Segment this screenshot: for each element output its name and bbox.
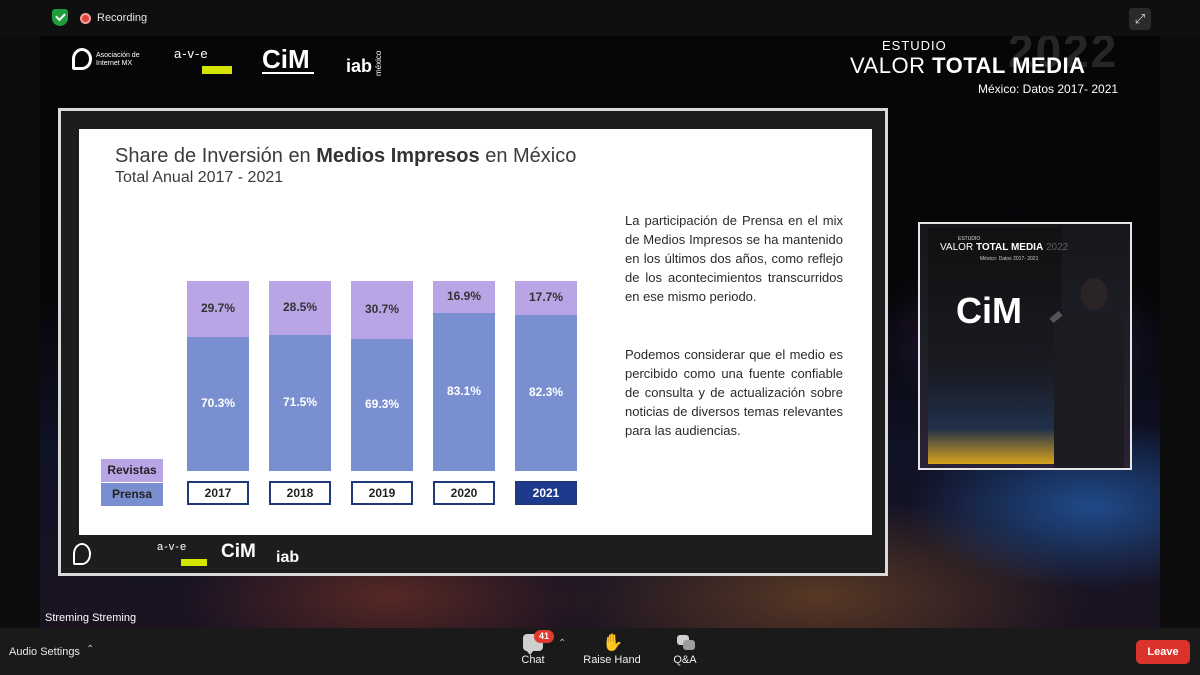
- recording-indicator[interactable]: Recording: [80, 10, 147, 26]
- footer-logo-cim: CiM: [221, 541, 256, 562]
- label-prensa-2020: 83.1%: [446, 384, 482, 399]
- hand-icon: ✋: [602, 633, 624, 652]
- stream-name-label: Streming Streming: [45, 612, 137, 624]
- slide-title: Share de Inversión en Medios Impresos en…: [115, 145, 577, 167]
- footer-logo-iab: iab: [276, 549, 300, 566]
- study-year: 2022: [1008, 36, 1119, 77]
- legend-revistas: Revistas: [101, 459, 163, 482]
- top-strip: Recording ⤢: [0, 0, 1200, 36]
- expand-arrows-icon[interactable]: ⤢: [1129, 8, 1151, 30]
- bar-prensa-2017: [187, 337, 249, 471]
- year-label-2018: 2018: [269, 481, 331, 505]
- year-label-2021: 2021: [515, 481, 577, 505]
- bar-revistas-2018: [269, 281, 331, 336]
- record-dot-icon: [80, 12, 91, 24]
- raise-hand-label: Raise Hand: [583, 654, 641, 666]
- banner-label: ESTUDIO: [958, 236, 981, 242]
- year-label-2017: 2017: [187, 481, 249, 505]
- qa-button[interactable]: Q&A: [670, 634, 700, 666]
- bar-prensa-2018: [269, 335, 331, 471]
- bar-prensa-2020: [433, 313, 495, 471]
- legend-prensa: Prensa: [101, 483, 163, 506]
- footer-logo-ave-bar: [181, 559, 207, 566]
- label-prensa-2017: 70.3%: [200, 396, 236, 411]
- label-revistas-2021: 17.7%: [528, 289, 564, 304]
- bar-prensa-2021: [515, 314, 577, 471]
- speaker-video[interactable]: ESTUDIO VALOR TOTAL MEDIA 2022 México: D…: [918, 222, 1132, 470]
- audio-settings-button[interactable]: Audio Settings: [9, 646, 80, 658]
- label-revistas-2019: 30.7%: [364, 302, 400, 317]
- footer-logo-asociacion: [73, 543, 91, 565]
- year-label-2020: 2020: [433, 481, 495, 505]
- slide-subtitle: Total Anual 2017 - 2021: [115, 169, 284, 186]
- banner-subtitle: México: Datos 2017- 2021: [980, 256, 1039, 262]
- shared-video-stage: Asociación de Internet MX a-v-e CiM iab …: [40, 36, 1160, 628]
- banner-title: VALOR TOTAL MEDIA 2022: [940, 242, 1069, 253]
- label-revistas-2020: 16.9%: [446, 289, 482, 304]
- chat-label: Chat: [521, 654, 545, 666]
- study-subtitle: México: Datos 2017- 2021: [978, 82, 1119, 96]
- label-prensa-2018: 71.5%: [282, 395, 318, 410]
- speaker-banner: ESTUDIO VALOR TOTAL MEDIA 2022 México: D…: [928, 228, 1068, 464]
- bar-revistas-2020: [433, 281, 495, 314]
- leave-button[interactable]: Leave: [1136, 640, 1190, 664]
- bar-revistas-2017: [187, 281, 249, 338]
- study-title: VALOR TOTAL MEDIA: [850, 53, 1086, 78]
- chevron-up-icon[interactable]: ⌃: [558, 638, 567, 649]
- qa-label: Q&A: [673, 654, 697, 666]
- banner-cim-logo: CiM: [956, 290, 1022, 331]
- slide-frame: Share de Inversión en Medios Impresos en…: [58, 108, 888, 576]
- bar-revistas-2019: [351, 281, 413, 340]
- slide-paragraph-1: La participación de Prensa en el mix de …: [625, 213, 843, 304]
- label-revistas-2017: 29.7%: [200, 301, 236, 316]
- year-label-2019: 2019: [351, 481, 413, 505]
- label-revistas-2018: 28.5%: [282, 300, 318, 315]
- bar-prensa-2019: [351, 339, 413, 471]
- slide-paragraph-2: Podemos considerar que el medio es perci…: [625, 347, 843, 438]
- study-label: ESTUDIO: [882, 38, 947, 53]
- speaker-figure: [1054, 264, 1124, 468]
- chevron-up-icon[interactable]: ⌃: [86, 644, 95, 655]
- recording-label: Recording: [97, 12, 148, 24]
- slide: Share de Inversión en Medios Impresos en…: [79, 129, 872, 535]
- slide-footer-logos: a-v-e CiM iab: [61, 535, 891, 576]
- raise-hand-button[interactable]: ✋ Raise Hand: [582, 634, 642, 666]
- bar-revistas-2021: [515, 281, 577, 315]
- shield-check-icon[interactable]: [52, 9, 68, 26]
- label-prensa-2021: 82.3%: [528, 384, 564, 399]
- label-prensa-2019: 69.3%: [364, 397, 400, 412]
- meeting-toolbar: Audio Settings ⌃ Chat 41 ⌃ ✋ Raise Hand …: [0, 628, 1200, 675]
- qa-icon: [675, 634, 695, 651]
- footer-logo-ave: a-v-e: [157, 541, 188, 553]
- chat-unread-badge: 41: [534, 630, 554, 643]
